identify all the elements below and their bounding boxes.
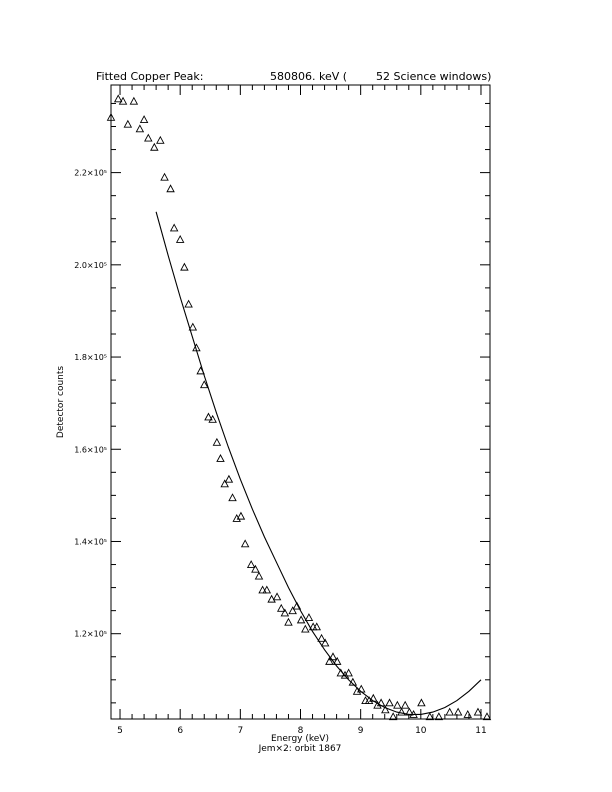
x-tick-label: 11 [475,726,486,736]
y-tick-label: 2.0×10⁵ [74,261,107,270]
data-point-triangle [364,696,374,705]
x-axis-ticks: 5 6 7 8 9 10 11 [117,85,487,736]
data-point-triangle [393,700,402,709]
data-point-triangle [199,380,209,389]
data-point-triangle [251,564,260,573]
data-point-triangle [262,585,272,594]
data-point-triangle [463,709,472,718]
data-point-triangle [180,262,189,271]
data-point-triangle [344,668,353,677]
data-point-triangle [258,585,267,594]
data-point-triangle [246,560,256,568]
data-point-triangle [144,133,153,142]
data-point-triangle [208,414,217,423]
data-point-triangle [175,235,185,243]
data-point-triangle [397,707,406,716]
fit-curve-line [155,211,482,715]
data-point-triangle [292,601,302,610]
data-point-triangle [118,96,128,105]
data-point-triangle [139,115,149,124]
data-point-triangle [388,712,398,721]
data-point-triangle [400,700,410,709]
data-point-triangle [166,184,175,193]
data-point-triangle [169,223,179,232]
data-point-triangle [280,608,290,617]
data-point-triangle [254,571,264,580]
data-point-triangle [220,479,229,488]
data-point-triangle [113,94,123,103]
data-point-triangle [325,656,334,665]
data-point-triangle [417,698,426,707]
x-axis-label: Energy (keV) [271,734,329,744]
data-point-triangle [272,592,282,601]
data-point-triangle [288,606,297,615]
data-point-triangle [328,652,338,661]
y-tick-label: 2.2×10⁵ [74,169,107,178]
data-point-triangle [425,712,435,721]
data-point-triangle [216,454,225,462]
data-point-triangle [453,707,463,716]
x-tick-label: 9 [358,726,364,736]
data-point-triangle [224,474,234,483]
data-point-triangle [320,638,330,647]
y-tick-label: 1.6×10⁵ [74,445,107,454]
data-point-triangle [385,698,394,707]
data-point-triangle [267,594,276,603]
data-point-triangle [434,712,444,721]
data-point-triangle [156,135,165,144]
data-point-triangle [228,493,237,502]
data-point-triangle [150,142,159,151]
data-point-triangle [188,322,198,331]
x-tick-label: 7 [237,726,243,736]
chart-subtitle: Jem×2: orbit 1867 [258,744,342,754]
data-point-triangle [232,513,241,522]
data-point-triangle [361,696,370,705]
data-point-triangle [212,437,222,446]
title-prefix: Fitted Copper Peak: [96,70,203,83]
x-tick-label: 10 [415,726,427,736]
title-value: 580806. keV ( [270,70,347,83]
data-point-triangle [240,539,250,548]
y-axis-label: Detector counts [56,366,66,438]
x-tick-label: 5 [117,726,123,736]
data-point-triangle [276,603,286,612]
data-series [106,94,492,721]
data-point-triangle [312,622,321,631]
data-point-triangle [129,96,139,105]
data-point-triangle [160,172,169,181]
data-point-triangle [204,412,213,421]
data-point-triangle [304,613,314,622]
x-tick-label: 6 [177,726,183,736]
title: Fitted Copper Peak: 580806. keV ( 52 Sci… [96,70,491,83]
data-point-triangle [340,670,350,679]
data-point-triangle [317,633,326,642]
y-tick-label: 1.4×10⁵ [74,537,107,546]
data-point-triangle [352,686,362,695]
data-point-triangle [106,112,116,121]
data-point-triangle [123,119,133,128]
y-tick-label: 1.8×10⁵ [74,353,107,362]
data-point-triangle [405,707,414,716]
data-point-triangle [301,624,310,633]
data-point-triangle [445,707,454,716]
data-point-triangle [332,656,342,665]
title-suffix: 52 Science windows) [376,70,491,83]
data-point-triangle [296,615,306,624]
x-tick-label: 8 [298,726,304,736]
data-point-triangle [135,124,145,133]
y-tick-label: 1.2×10⁵ [74,630,107,639]
y-axis-ticks: 1.2×10⁵ 1.4×10⁵ 1.6×10⁵ 1.8×10⁵ 2.0×10⁵ 2.2×1… [74,102,490,704]
data-point-triangle [284,617,293,626]
data-point-triangle [381,705,390,714]
data-point-triangle [184,299,193,308]
data-point-triangle [473,707,483,716]
data-point-triangle [236,511,246,520]
data-point-triangle [482,712,492,721]
